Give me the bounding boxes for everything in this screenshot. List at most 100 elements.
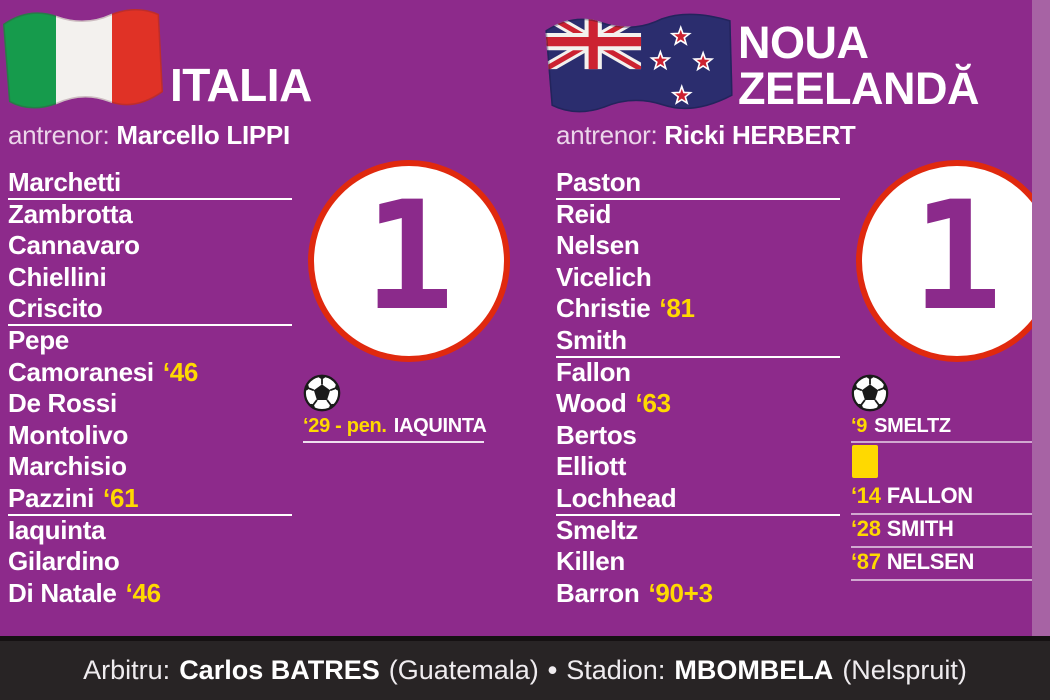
player-name: Iaquinta xyxy=(8,514,106,545)
goal-scorer-new-zealand: ‘9 SMELTZ xyxy=(851,415,1035,443)
goal-scorer-italy: ‘29 - pen. IAQUINTA xyxy=(303,415,487,443)
player-row: Marchisio xyxy=(8,452,292,484)
player-row: Smith xyxy=(556,324,840,358)
soccer-ball-icon xyxy=(851,374,889,412)
coach-label: antrenor: xyxy=(556,120,658,150)
player-row: Zambrotta xyxy=(8,198,292,232)
player-row: Lochhead xyxy=(556,482,840,516)
bullet-separator: • xyxy=(547,655,558,685)
booked-player-name: SMITH xyxy=(886,516,954,541)
coach-label: antrenor: xyxy=(8,120,110,150)
substitution-minute: ‘63 xyxy=(635,388,672,419)
page-edge-strip xyxy=(1032,0,1050,636)
player-name: Killen xyxy=(556,546,625,577)
player-name: Gilardino xyxy=(8,546,120,577)
player-row: Iaquinta xyxy=(8,514,292,548)
player-name: Christie xyxy=(556,293,651,324)
player-name: Zambrotta xyxy=(8,198,133,229)
substitution-minute: ‘90+3 xyxy=(648,577,713,608)
score-value: 1 xyxy=(363,170,455,344)
referee-name: Carlos BATRES xyxy=(179,655,380,685)
player-name: Criscito xyxy=(8,293,103,324)
player-row: Marchetti xyxy=(8,168,292,200)
team-name-line: ITALIA xyxy=(170,59,312,111)
substitution-minute: ‘61 xyxy=(103,482,139,513)
player-name: De Rossi xyxy=(8,388,117,419)
player-name: Fallon xyxy=(556,356,631,387)
substitution-minute: ‘46 xyxy=(125,577,162,608)
booked-player-name: FALLON xyxy=(886,483,974,508)
score-badge-new-zealand: 1 xyxy=(856,160,1050,362)
stadium-label: Stadion: xyxy=(566,655,666,685)
player-row: Di Natale ‘46 xyxy=(8,577,292,611)
player-name: Elliott xyxy=(556,451,627,482)
player-name: Di Natale xyxy=(8,577,117,608)
player-name: Pepe xyxy=(8,324,69,355)
player-name: Chiellini xyxy=(8,261,107,292)
italy-flag-icon xyxy=(3,9,163,109)
player-row: Smeltz xyxy=(556,514,840,548)
player-name: Wood xyxy=(556,388,627,419)
player-row: Chiellini xyxy=(8,261,292,295)
player-name: Smith xyxy=(556,324,627,355)
booking-row: ‘14 FALLON xyxy=(851,482,1035,515)
player-name: Marchetti xyxy=(8,167,121,197)
coach-line-new-zealand: antrenor: Ricki HERBERT xyxy=(556,120,856,151)
player-name: Vicelich xyxy=(556,261,652,292)
player-row: Paston xyxy=(556,168,840,200)
booking-minute: ‘87 xyxy=(851,549,881,574)
player-row: Elliott xyxy=(556,452,840,484)
substitution-minute: ‘46 xyxy=(162,356,199,387)
player-row: Christie ‘81 xyxy=(556,294,840,326)
player-name: Montolivo xyxy=(8,419,129,450)
player-name: Barron xyxy=(556,577,640,608)
player-name: Nelsen xyxy=(556,230,640,261)
yellow-card-icon xyxy=(852,445,878,478)
coach-line-italy: antrenor: Marcello LIPPI xyxy=(8,120,290,151)
player-name: Lochhead xyxy=(556,482,677,513)
score-badge-italy: 1 xyxy=(308,160,510,362)
team-name-line: NOUA xyxy=(738,17,869,68)
player-name: Smeltz xyxy=(556,514,639,545)
goal-minute: ‘9 xyxy=(851,415,868,437)
substitution-minute: ‘81 xyxy=(659,293,695,324)
player-name: Paston xyxy=(556,167,641,197)
player-name: Marchisio xyxy=(8,451,127,482)
booked-player-name: NELSEN xyxy=(886,549,975,574)
soccer-ball-icon xyxy=(303,374,341,412)
stadium-name: MBOMBELA xyxy=(674,655,834,685)
player-row: Killen xyxy=(556,547,840,579)
player-row: Pazzini ‘61 xyxy=(8,482,292,516)
player-row: Bertos xyxy=(556,419,840,453)
bookings-new-zealand: ‘14 FALLON ‘28 SMITH ‘87 NELSEN xyxy=(851,482,1035,581)
roster-italy: Marchetti Zambrotta Cannavaro Chiellini … xyxy=(8,168,292,610)
team-name-new-zealand: NOUA ZEELANDĂ xyxy=(738,17,980,114)
player-row: Barron ‘90+3 xyxy=(556,577,840,611)
player-row: Camoranesi ‘46 xyxy=(8,356,292,390)
goal-scorer-name: SMELTZ xyxy=(874,415,951,437)
player-name: Cannavaro xyxy=(8,230,140,261)
roster-new-zealand: Paston Reid Nelsen Vicelich Christie ‘81 … xyxy=(556,168,840,610)
player-row: Nelsen xyxy=(556,231,840,263)
referee-country: (Guatemala) xyxy=(388,655,539,685)
goal-minute: ‘29 - pen. xyxy=(303,415,387,437)
booking-minute: ‘14 xyxy=(851,483,881,508)
player-row: Vicelich xyxy=(556,261,840,295)
player-name: Bertos xyxy=(556,419,637,450)
player-row: De Rossi xyxy=(8,389,292,421)
new-zealand-flag-icon xyxy=(545,13,733,113)
coach-name: Ricki HERBERT xyxy=(664,120,856,150)
team-name-italy: ITALIA xyxy=(170,62,312,108)
referee-label: Arbitru: xyxy=(83,655,171,685)
match-info-bar: Arbitru: Carlos BATRES (Guatemala) • Sta… xyxy=(0,636,1050,700)
booking-row: ‘28 SMITH xyxy=(851,515,1035,548)
player-row: Montolivo xyxy=(8,419,292,453)
player-name: Camoranesi xyxy=(8,356,154,387)
player-row: Pepe xyxy=(8,324,292,358)
goal-scorer-name: IAQUINTA xyxy=(393,415,487,437)
team-name-line: ZEELANDĂ xyxy=(738,63,980,114)
booking-minute: ‘28 xyxy=(851,516,881,541)
player-name: Pazzini xyxy=(8,482,95,513)
player-row: Cannavaro xyxy=(8,231,292,263)
